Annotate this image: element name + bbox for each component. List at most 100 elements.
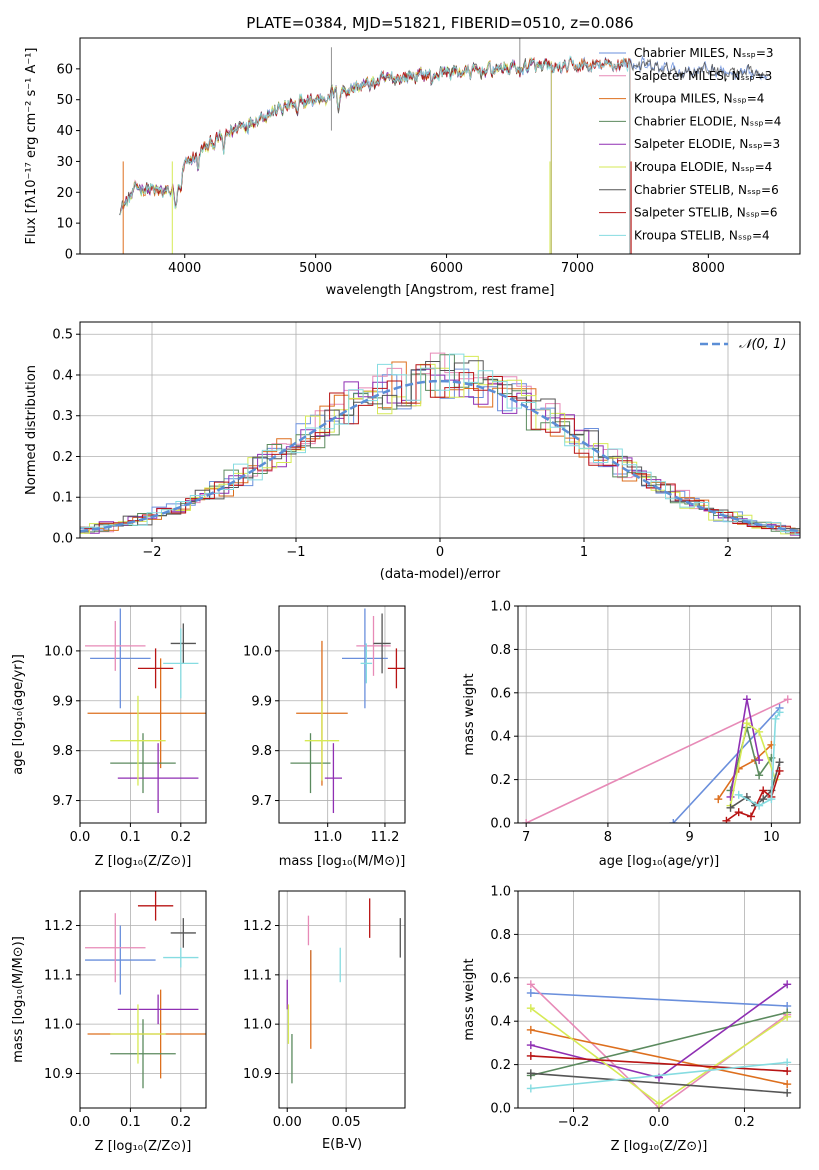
histogram-series <box>80 364 800 534</box>
legend-label: Salpeter STELIB, Nₛₛₚ=6 <box>634 206 778 220</box>
plot-area <box>80 352 800 536</box>
spectrum-legend: Chabrier MILES, Nₛₛₚ=3 Salpeter MILES, Nₛ… <box>599 46 781 242</box>
weight-series <box>530 1061 788 1090</box>
spectrum-line <box>119 55 631 254</box>
y-tick-label: 0.0 <box>52 532 73 547</box>
panel-spectrum: 4000 5000 6000 7000 8000 0 10 20 30 40 50 60 wavelen… <box>24 37 801 298</box>
x-axis-label: E(B-V) <box>322 1137 362 1152</box>
y-axis-label: Normed distribution <box>24 365 39 495</box>
plot-area <box>290 608 405 814</box>
y-tick-label: 0.5 <box>52 328 73 343</box>
x-tick-label: 0.0 <box>70 830 91 845</box>
y-tick-label: 0.3 <box>52 409 73 424</box>
panel-residuals: −2 −1 0 1 2 0.0 0.1 0.2 0.3 0.4 0.5 (data-model)/er… <box>24 321 801 582</box>
x-tick-label: 0.00 <box>273 1115 302 1130</box>
x-tick-label: 8000 <box>692 261 725 276</box>
weight-series <box>729 727 773 791</box>
y-axis-label: mass weight <box>462 673 477 755</box>
x-tick-label: 7 <box>522 830 530 845</box>
x-tick-label: 0.0 <box>70 1115 91 1130</box>
x-tick-label: 1 <box>580 545 588 560</box>
y-tick-label: 0.8 <box>490 643 511 658</box>
legend-label: Chabrier MILES, Nₛₛₚ=3 <box>634 46 774 60</box>
legend-label: Kroupa MILES, Nₛₛₚ=4 <box>634 92 764 106</box>
weight-series <box>530 1011 788 1077</box>
y-tick-label: 9.8 <box>52 744 73 759</box>
y-tick-label: 1.0 <box>490 600 511 615</box>
figure-title: PLATE=0384, MJD=51821, FIBERID=0510, z=0… <box>246 14 633 32</box>
x-tick-label: 8 <box>604 830 612 845</box>
y-tick-label: 9.8 <box>251 744 272 759</box>
legend-label: Kroupa ELODIE, Nₛₛₚ=4 <box>634 160 772 174</box>
x-tick-label: −0.2 <box>558 1115 590 1130</box>
y-tick-label: 1.0 <box>490 885 511 900</box>
y-tick-label: 50 <box>56 93 73 108</box>
y-tick-label: 9.7 <box>251 794 272 809</box>
axes-frame <box>79 37 801 255</box>
panel-weight-vs-age: 7 8 9 10 0.0 0.2 0.4 0.6 0.8 1.0 age [log₁₀(age/yr… <box>462 600 801 869</box>
y-tick-label: 10.9 <box>44 1067 73 1082</box>
weight-series <box>530 992 788 1007</box>
y-tick-label: 0 <box>65 248 73 263</box>
x-tick-label: −1 <box>286 545 305 560</box>
x-tick-label: 0.05 <box>332 1115 361 1130</box>
x-tick-label: 0 <box>436 545 444 560</box>
panel-mass-vs-z: 0.0 0.1 0.2 10.9 11.0 11.1 11.2 Z [log₁₀(Z/Z⊙)]… <box>11 890 207 1154</box>
y-tick-label: 0.4 <box>490 730 511 745</box>
axes-frame <box>278 605 406 824</box>
y-tick-label: 20 <box>56 186 73 201</box>
x-tick-label: 0.0 <box>649 1115 670 1130</box>
y-tick-label: 11.0 <box>44 1018 73 1033</box>
legend-label: Kroupa STELIB, Nₛₛₚ=4 <box>634 228 770 242</box>
y-tick-label: 11.1 <box>243 968 272 983</box>
y-tick-label: 9.7 <box>52 794 73 809</box>
weight-series <box>530 1029 788 1085</box>
x-tick-label: 4000 <box>168 261 201 276</box>
x-tick-label: 0.1 <box>120 1115 141 1130</box>
legend-label: Salpeter ELODIE, Nₛₛₚ=3 <box>634 137 780 151</box>
panel-weight-vs-z: −0.2 0.0 0.2 0.0 0.2 0.4 0.6 0.8 1.0 Z [log₁₀(Z/Z… <box>462 885 801 1154</box>
y-tick-label: 11.2 <box>243 919 272 934</box>
x-tick-label: 0.2 <box>170 830 191 845</box>
weight-series <box>729 721 777 806</box>
x-tick-label: 11.0 <box>313 830 342 845</box>
axes-frame <box>517 605 801 824</box>
y-tick-label: 10.9 <box>243 1067 272 1082</box>
y-tick-label: 0.8 <box>490 928 511 943</box>
axes-frame <box>278 890 406 1109</box>
x-tick-label: 2 <box>724 545 732 560</box>
y-tick-label: 11.0 <box>243 1018 272 1033</box>
y-tick-label: 0.0 <box>490 1102 511 1117</box>
y-tick-label: 9.9 <box>52 694 73 709</box>
weight-series <box>725 770 781 822</box>
y-tick-label: 11.1 <box>44 968 73 983</box>
x-tick-label: 0.2 <box>170 1115 191 1130</box>
y-tick-label: 0.0 <box>490 817 511 832</box>
axes-frame <box>79 890 207 1109</box>
y-tick-label: 0.2 <box>490 773 511 788</box>
x-axis-label: wavelength [Angstrom, rest frame] <box>326 283 555 298</box>
x-tick-label: 11.2 <box>370 830 399 845</box>
x-tick-label: 10 <box>763 830 780 845</box>
spectrum-line <box>119 56 631 254</box>
x-tick-label: 5000 <box>299 261 332 276</box>
plot-area <box>119 38 768 254</box>
weight-series <box>530 1055 788 1072</box>
x-axis-label: age [log₁₀(age/yr)] <box>599 854 720 869</box>
plot-area <box>85 891 206 1089</box>
plot-area <box>286 898 401 1084</box>
y-tick-label: 0.6 <box>490 971 511 986</box>
x-tick-label: 7000 <box>561 261 594 276</box>
plot-area <box>85 608 206 814</box>
y-tick-label: 0.2 <box>490 1058 511 1073</box>
y-tick-label: 0.4 <box>52 368 73 383</box>
y-tick-label: 9.9 <box>251 694 272 709</box>
y-tick-label: 0.2 <box>52 450 73 465</box>
y-tick-label: 0.1 <box>52 491 73 506</box>
legend-label: 𝒩(0, 1) <box>739 337 786 352</box>
weight-series <box>717 744 772 800</box>
histogram-series <box>80 353 800 535</box>
y-tick-label: 10 <box>56 217 73 232</box>
y-tick-label: 30 <box>56 155 73 170</box>
